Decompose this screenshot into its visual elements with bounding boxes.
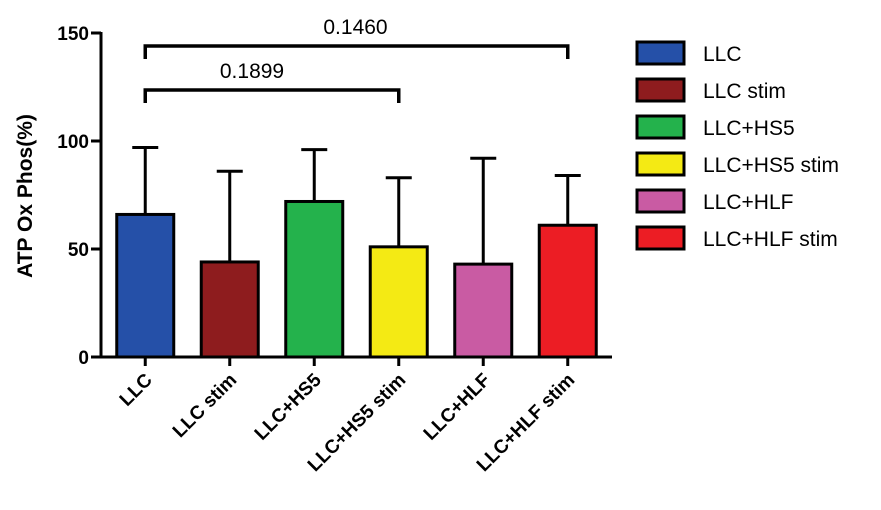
bar [115, 212, 176, 359]
significance-bracket [143, 88, 401, 103]
legend-label: LLC+HS5 [703, 117, 795, 140]
legend-swatch [635, 114, 686, 140]
x-tick-label: LLC+HLF [420, 370, 495, 445]
x-tick-label: LLC stim [169, 370, 241, 442]
legend-swatch [635, 40, 686, 66]
legend-swatch [635, 151, 686, 177]
bar [453, 262, 514, 359]
legend-label: LLC+HLF stim [703, 228, 838, 251]
bar [199, 260, 260, 359]
legend-label: LLC stim [703, 80, 786, 103]
y-tick-label: 150 [57, 24, 89, 45]
y-tick-label: 0 [78, 348, 89, 369]
p-value-label: 0.1899 [220, 60, 284, 83]
y-tick-label: 100 [57, 132, 89, 153]
x-tick-label: LLC+HS5 [251, 369, 326, 444]
bar [537, 223, 598, 359]
significance-bracket [143, 44, 570, 59]
bar [368, 245, 429, 359]
p-value-label: 0.1460 [323, 16, 387, 39]
x-tick-label: LLC [116, 369, 157, 410]
legend-label: LLC+HLF [703, 191, 793, 214]
y-axis-title: ATP Ox Phos(%) [14, 114, 37, 278]
legend-label: LLC+HS5 stim [703, 154, 839, 177]
y-tick-label: 50 [68, 240, 89, 261]
legend-label: LLC [703, 43, 742, 66]
legend-swatch [635, 225, 686, 251]
legend-swatch [635, 188, 686, 214]
bar [284, 199, 345, 359]
legend-swatch [635, 77, 686, 103]
